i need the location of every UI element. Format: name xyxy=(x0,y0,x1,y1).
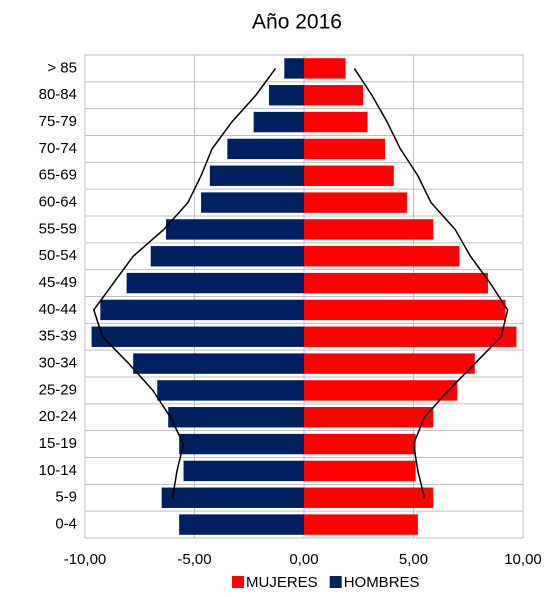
x-tick-label: 0,00 xyxy=(289,551,318,568)
y-tick-label: 45-49 xyxy=(39,274,77,291)
bar xyxy=(157,380,304,401)
y-tick-label: 75-79 xyxy=(39,113,77,130)
bar xyxy=(91,326,304,347)
bar xyxy=(179,514,304,535)
bar xyxy=(304,85,364,106)
y-tick-label: 30-34 xyxy=(39,355,77,372)
y-tick-label: 40-44 xyxy=(39,301,77,318)
y-tick-label: 60-64 xyxy=(39,194,77,211)
legend-swatch xyxy=(329,576,342,588)
bar xyxy=(304,460,416,482)
bar xyxy=(100,299,304,321)
y-tick-label: 20-24 xyxy=(39,408,77,425)
y-tick-label: 35-39 xyxy=(39,328,77,345)
bar xyxy=(201,192,304,213)
bar xyxy=(304,514,418,535)
legend-swatch xyxy=(232,576,244,588)
bar xyxy=(304,111,368,133)
bar xyxy=(304,380,458,401)
bar xyxy=(183,460,304,482)
bar xyxy=(166,219,304,240)
bar xyxy=(304,433,416,455)
bar xyxy=(304,487,434,508)
bar xyxy=(304,192,407,213)
bar xyxy=(304,58,346,79)
legend-label: HOMBRES xyxy=(344,574,420,591)
bar xyxy=(304,353,475,374)
y-tick-label: > 85 xyxy=(47,59,77,76)
x-tick-label: -5,00 xyxy=(177,551,211,568)
y-tick-label: 70-74 xyxy=(39,140,77,157)
y-tick-label: 0-4 xyxy=(55,516,77,533)
x-tick-label: 10,00 xyxy=(504,551,542,568)
bar xyxy=(227,138,304,160)
x-tick-label: -10,00 xyxy=(64,551,107,568)
bar xyxy=(304,165,394,186)
plot-border xyxy=(84,54,524,539)
y-tick-label: 55-59 xyxy=(39,220,77,237)
bar xyxy=(304,299,506,321)
bar xyxy=(126,272,304,294)
y-tick-label: 5-9 xyxy=(55,489,77,506)
legend-label: MUJERES xyxy=(246,574,318,591)
bar xyxy=(161,487,304,508)
outline-line xyxy=(353,68,509,498)
bar xyxy=(133,353,304,374)
bar xyxy=(209,165,304,186)
bar xyxy=(304,326,517,347)
y-tick-label: 25-29 xyxy=(39,381,77,398)
y-tick-label: 50-54 xyxy=(39,247,77,264)
bar xyxy=(268,85,304,106)
bar xyxy=(304,138,386,160)
y-tick-label: 10-14 xyxy=(39,462,77,479)
bar xyxy=(304,407,434,428)
y-tick-label: 65-69 xyxy=(39,167,77,184)
bar xyxy=(304,246,460,267)
bar xyxy=(253,111,304,133)
bar xyxy=(304,219,434,240)
chart-title: Año 2016 xyxy=(252,11,342,34)
bar xyxy=(150,246,304,267)
bar xyxy=(179,433,304,455)
bar xyxy=(168,407,304,428)
bar xyxy=(284,58,304,79)
outline-line xyxy=(92,67,277,498)
x-tick-label: 5,00 xyxy=(399,551,428,568)
y-tick-label: 15-19 xyxy=(39,435,77,452)
y-tick-label: 80-84 xyxy=(39,86,77,103)
bar xyxy=(304,272,488,294)
